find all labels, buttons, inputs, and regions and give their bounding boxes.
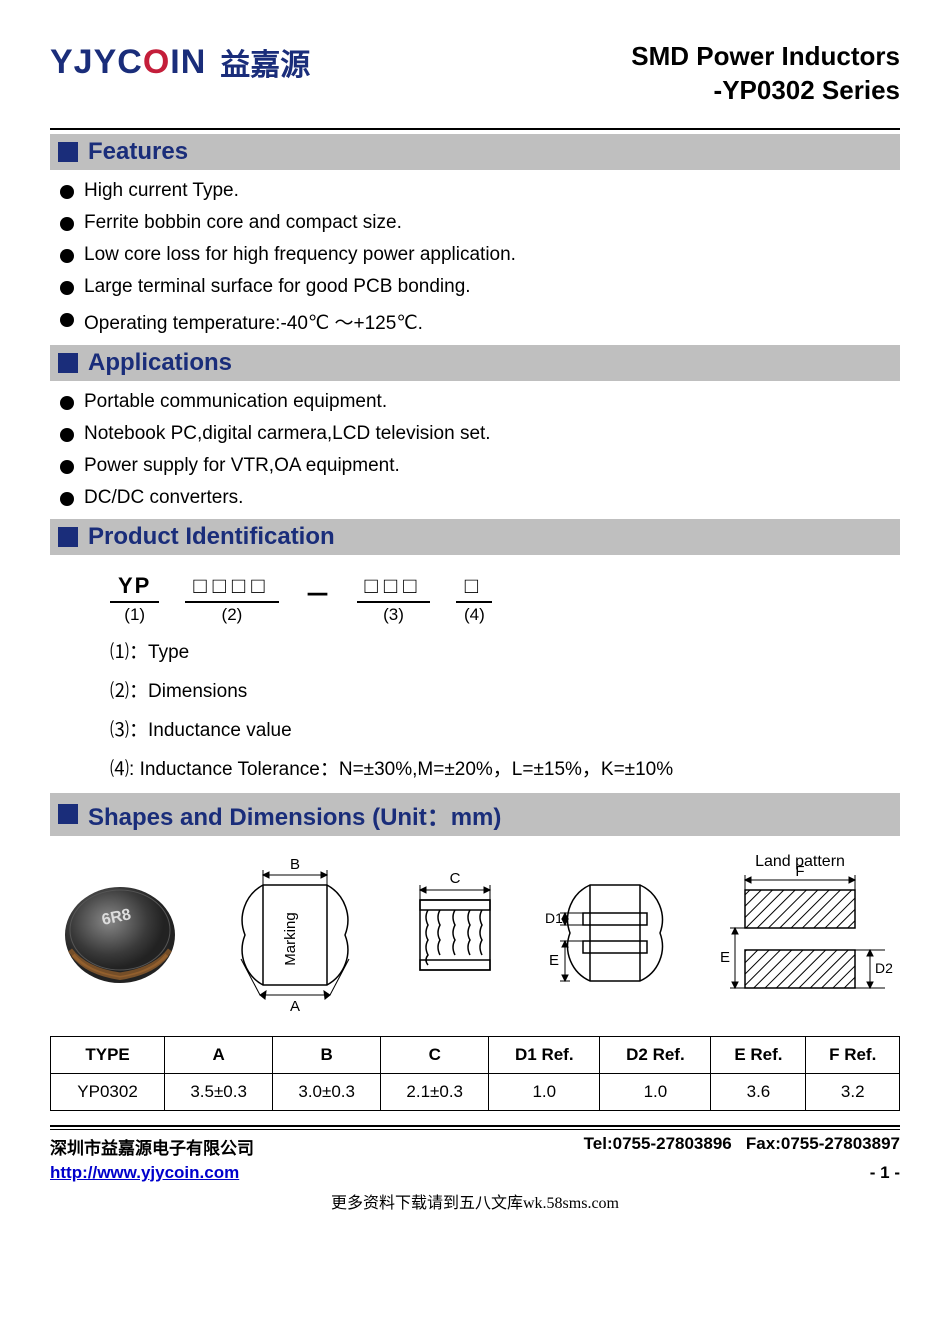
features-list: High current Type. Ferrite bobbin core a… [60, 180, 900, 335]
pid-seg-2: □□□□ (2) [185, 573, 278, 625]
square-bullet-icon [58, 353, 78, 373]
header: YJYCOIN 益嘉源 SMD Power Inductors -YP0302 … [50, 40, 900, 108]
marking-label: Marking [282, 912, 299, 965]
list-item: Notebook PC,digital carmera,LCD televisi… [60, 423, 900, 445]
dim-label-e2: E [720, 949, 730, 966]
diagram-side-view: C [400, 855, 510, 1015]
list-item: Portable communication equipment. [60, 391, 900, 413]
footer-row-1: 深圳市益嘉源电子有限公司 Tel:0755-27803896 Fax:0755-… [50, 1134, 900, 1159]
legend-item: ⑴：Type [110, 637, 900, 664]
product-id-code: YP (1) □□□□ (2) － □□□ (3) □ (4) [110, 573, 900, 625]
page-title: SMD Power Inductors -YP0302 Series [631, 40, 900, 108]
bullet-icon [60, 428, 74, 442]
footer-bottom: 更多资料下载请到五八文库wk.58sms.com [50, 1189, 900, 1213]
list-item: Operating temperature:-40℃ ～+125℃. [60, 308, 900, 335]
table-header: F Ref. [806, 1036, 900, 1073]
diagram-d1-e: D1 E [535, 855, 685, 1015]
legend-item: ⑶：Inductance value [110, 715, 900, 742]
bullet-icon [60, 185, 74, 199]
table-header: C [381, 1036, 489, 1073]
section-features: Features [50, 134, 900, 170]
logo-text-en: YJYCOIN [50, 43, 206, 82]
bullet-icon [60, 249, 74, 263]
list-item: Large terminal surface for good PCB bond… [60, 276, 900, 298]
divider [50, 128, 900, 130]
footer-row-2: http://www.yjycoin.com - 1 - [50, 1163, 900, 1183]
section-shapes: Shapes and Dimensions (Unit：mm) [50, 793, 900, 836]
section-title: Applications [88, 349, 232, 377]
bullet-icon [60, 396, 74, 410]
table-header: B [273, 1036, 381, 1073]
section-title: Features [88, 138, 188, 166]
section-title: Shapes and Dimensions (Unit：mm) [88, 797, 501, 832]
list-item: Ferrite bobbin core and compact size. [60, 212, 900, 234]
square-bullet-icon [58, 804, 78, 824]
dim-label-e: E [549, 952, 559, 969]
bullet-icon [60, 313, 74, 327]
table-header: A [165, 1036, 273, 1073]
title-line2: -YP0302 Series [631, 74, 900, 108]
list-item: High current Type. [60, 180, 900, 202]
table-header: E Ref. [711, 1036, 806, 1073]
legend-item: ⑷: Inductance Tolerance：N=±30%,M=±20%，L=… [110, 754, 900, 781]
list-item: DC/DC converters. [60, 487, 900, 509]
section-product-id: Product Identification [50, 519, 900, 555]
footer-company: 深圳市益嘉源电子有限公司 [50, 1134, 254, 1159]
logo: YJYCOIN 益嘉源 [50, 40, 310, 84]
dim-label-d1: D1 [545, 910, 563, 926]
dimensions-diagrams: 6R8 Marking B A [50, 850, 900, 1020]
dimensions-table: TYPE A B C D1 Ref. D2 Ref. E Ref. F Ref.… [50, 1036, 900, 1111]
diagram-top-view: Marking B A [215, 855, 375, 1015]
dim-label-d2: D2 [875, 960, 893, 976]
table-cell: 3.5±0.3 [165, 1073, 273, 1110]
table-cell: 3.6 [711, 1073, 806, 1110]
table-cell: 3.0±0.3 [273, 1073, 381, 1110]
section-applications: Applications [50, 345, 900, 381]
pid-seg-3: □□□ (3) [357, 573, 431, 625]
pid-seg-4: □ (4) [456, 573, 492, 625]
legend-item: ⑵：Dimensions [110, 676, 900, 703]
pid-seg-1: YP (1) [110, 573, 159, 625]
table-row: YP0302 3.5±0.3 3.0±0.3 2.1±0.3 1.0 1.0 3… [51, 1073, 900, 1110]
table-header-row: TYPE A B C D1 Ref. D2 Ref. E Ref. F Ref. [51, 1036, 900, 1073]
dim-label-b: B [290, 856, 300, 873]
bullet-icon [60, 281, 74, 295]
divider [50, 1129, 900, 1130]
dim-label-a: A [290, 998, 300, 1015]
square-bullet-icon [58, 527, 78, 547]
table-cell: 3.2 [806, 1073, 900, 1110]
table-cell: 1.0 [600, 1073, 711, 1110]
footer-contact: Tel:0755-27803896 Fax:0755-27803897 [584, 1134, 900, 1159]
divider [50, 1125, 900, 1127]
bullet-icon [60, 492, 74, 506]
table-header: D1 Ref. [489, 1036, 600, 1073]
footer-url[interactable]: http://www.yjycoin.com [50, 1163, 239, 1183]
logo-text-cn: 益嘉源 [220, 40, 310, 84]
footer-page: - 1 - [870, 1163, 900, 1183]
diagram-land-pattern: Land pattern F E [710, 850, 900, 1020]
dim-label-f: F [795, 863, 804, 880]
title-line1: SMD Power Inductors [631, 40, 900, 74]
applications-list: Portable communication equipment. Notebo… [60, 391, 900, 509]
table-header: TYPE [51, 1036, 165, 1073]
list-item: Low core loss for high frequency power a… [60, 244, 900, 266]
table-cell: YP0302 [51, 1073, 165, 1110]
section-title: Product Identification [88, 523, 335, 551]
legend-list: ⑴：Type ⑵：Dimensions ⑶：Inductance value ⑷… [110, 637, 900, 781]
table-header: D2 Ref. [600, 1036, 711, 1073]
table-cell: 2.1±0.3 [381, 1073, 489, 1110]
bullet-icon [60, 217, 74, 231]
pid-dash: － [305, 575, 331, 612]
list-item: Power supply for VTR,OA equipment. [60, 455, 900, 477]
product-photo: 6R8 [50, 870, 190, 1000]
footer: 深圳市益嘉源电子有限公司 Tel:0755-27803896 Fax:0755-… [50, 1125, 900, 1213]
square-bullet-icon [58, 142, 78, 162]
bullet-icon [60, 460, 74, 474]
table-cell: 1.0 [489, 1073, 600, 1110]
dim-label-c: C [450, 870, 461, 887]
